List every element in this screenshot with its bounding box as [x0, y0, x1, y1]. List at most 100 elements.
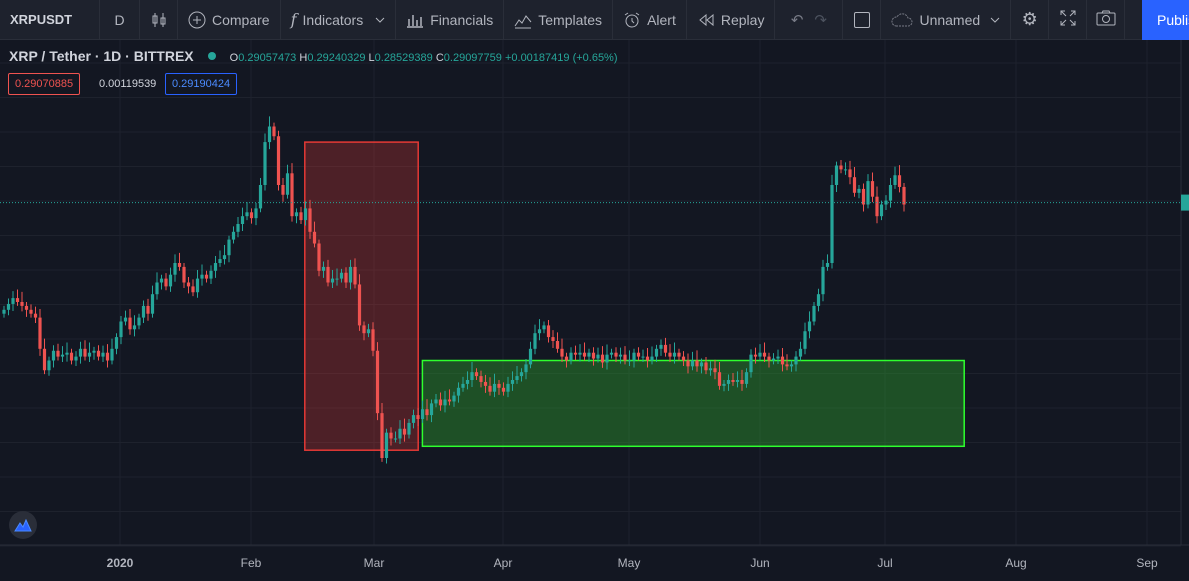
candle-body — [663, 344, 668, 353]
price-chart[interactable]: 2020 Feb Mar Apr May Jun Jul Aug Sep — [0, 40, 1189, 581]
alert-button[interactable]: Alert — [613, 0, 687, 40]
top-toolbar: XRPUSDT D Compare f Indicators Financial… — [0, 0, 1189, 40]
candle-body — [474, 372, 479, 377]
candle-body — [389, 432, 393, 439]
candle-body — [519, 372, 524, 377]
candle-body — [141, 305, 146, 318]
cloud-icon — [891, 12, 913, 28]
redo-icon[interactable]: ↷ — [814, 11, 827, 29]
x-tick-label: Mar — [364, 556, 385, 570]
candle-body — [366, 329, 371, 334]
x-tick-label: Jul — [877, 556, 892, 570]
candle-body — [879, 204, 884, 217]
candle-body — [339, 272, 344, 279]
alert-label: Alert — [647, 11, 676, 28]
candle-body — [528, 348, 533, 365]
candle-body — [411, 415, 416, 423]
tradingview-logo[interactable] — [9, 511, 37, 539]
candle-body — [29, 309, 33, 314]
candle-body — [254, 208, 258, 219]
candle-body — [209, 270, 213, 279]
candle-body — [632, 352, 636, 361]
candle-body — [2, 309, 6, 314]
replay-label: Replay — [720, 11, 765, 28]
candle-body — [636, 352, 641, 357]
candle-body — [546, 325, 551, 338]
candle-body — [398, 428, 402, 439]
chart-type-button[interactable] — [140, 0, 178, 40]
candle-body — [852, 177, 857, 193]
candle-body — [762, 352, 767, 357]
candle-body — [308, 208, 312, 232]
indicators-button[interactable]: f Indicators — [281, 0, 397, 40]
candle-body — [38, 317, 42, 349]
publish-button[interactable]: Publish — [1142, 0, 1189, 40]
candle-body — [479, 376, 483, 382]
candle-body — [501, 387, 506, 392]
undo-icon[interactable]: ↶ — [790, 11, 804, 29]
layout-menu-button[interactable]: Unnamed — [881, 0, 1012, 40]
candle-body — [416, 415, 420, 419]
plus-circle-icon — [188, 11, 206, 29]
snapshot-button[interactable] — [1087, 0, 1126, 40]
candle-body — [758, 352, 762, 357]
candle-body — [384, 432, 389, 458]
candle-body — [623, 354, 627, 361]
candle-body — [816, 294, 821, 306]
candle-body — [771, 358, 776, 361]
symbol-title: XRP / Tether · 1D · BITTREX — [9, 48, 194, 64]
x-tick-label: Sep — [1136, 556, 1158, 570]
candle-body — [497, 383, 501, 388]
candle-body — [24, 305, 29, 310]
sell-price-box[interactable]: 0.29070885 — [8, 73, 81, 95]
candle-body — [213, 263, 218, 271]
fullscreen-toggle-button[interactable] — [843, 0, 882, 40]
high-value: 0.29240329 — [307, 52, 366, 64]
candle-body — [375, 350, 380, 414]
candle-body — [744, 372, 749, 384]
candle-body — [627, 360, 632, 362]
candle-body — [20, 302, 24, 306]
candle-body — [60, 354, 65, 357]
candle-body — [168, 274, 173, 287]
candle-body — [690, 360, 695, 367]
candle-body — [218, 259, 222, 263]
candle-body — [659, 344, 663, 349]
buy-price-box[interactable]: 0.29190424 — [165, 73, 238, 95]
financials-button[interactable]: Financials — [396, 0, 505, 40]
candle-body — [749, 354, 753, 373]
candle-body — [677, 352, 681, 357]
candle-body — [681, 356, 686, 361]
candle-body — [807, 321, 812, 332]
compare-label: Compare — [212, 11, 270, 28]
candle-body — [285, 173, 290, 195]
candle-body — [870, 181, 875, 197]
candle-body — [420, 409, 425, 419]
symbol-search[interactable]: XRPUSDT — [0, 0, 100, 40]
settings-button[interactable]: ⚙ — [1011, 0, 1050, 40]
fullscreen-button[interactable] — [1049, 0, 1088, 40]
candle-body — [672, 352, 677, 357]
candle-body — [96, 350, 101, 357]
candle-body — [101, 352, 105, 357]
candle-body — [510, 380, 515, 384]
candle-body — [614, 352, 618, 357]
candle-body — [429, 403, 434, 416]
interval-button[interactable]: D — [100, 0, 140, 40]
candle-body — [587, 352, 591, 357]
candle-body — [560, 348, 564, 357]
candle-body — [695, 360, 699, 367]
financials-label: Financials — [430, 11, 494, 28]
close-value: 0.29097759 — [443, 52, 502, 64]
symbol-label: XRPUSDT — [10, 12, 73, 27]
candle-body — [123, 317, 128, 322]
candle-body — [326, 266, 330, 283]
x-tick-label: Feb — [241, 556, 262, 570]
candle-body — [668, 352, 672, 357]
candle-body — [569, 352, 573, 361]
compare-button[interactable]: Compare — [178, 0, 281, 40]
candle-body — [483, 381, 488, 386]
candle-body — [150, 294, 155, 314]
replay-button[interactable]: Replay — [687, 0, 776, 40]
templates-button[interactable]: Templates — [504, 0, 614, 40]
